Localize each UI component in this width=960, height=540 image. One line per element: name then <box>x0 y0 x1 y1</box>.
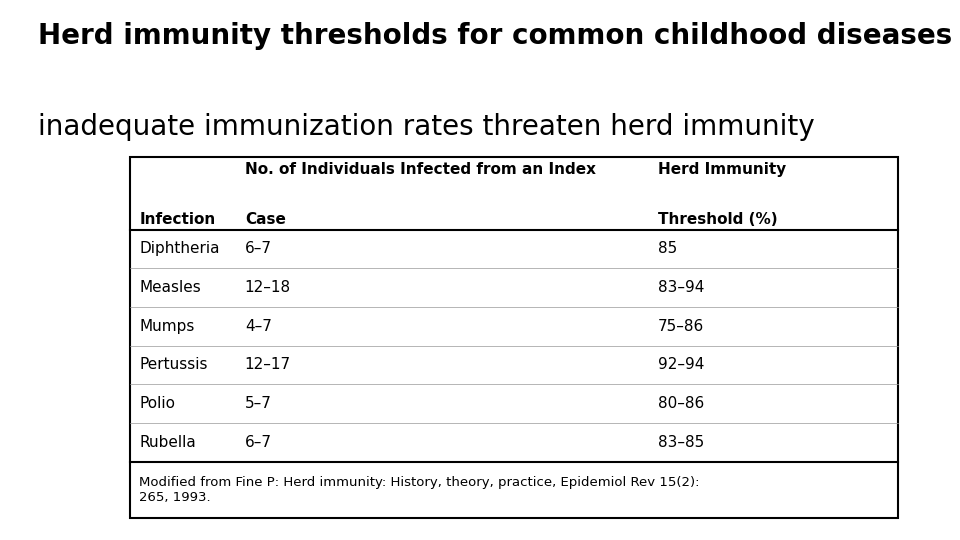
Text: 80–86: 80–86 <box>658 396 704 411</box>
Text: inadequate immunization rates threaten herd immunity: inadequate immunization rates threaten h… <box>38 113 815 141</box>
Text: Rubella: Rubella <box>139 435 196 450</box>
Text: Measles: Measles <box>139 280 201 295</box>
Text: No. of Individuals Infected from an Index: No. of Individuals Infected from an Inde… <box>245 162 596 177</box>
Text: Infection: Infection <box>139 212 215 227</box>
Text: Polio: Polio <box>139 396 175 411</box>
Text: Threshold (%): Threshold (%) <box>658 212 778 227</box>
Text: Modified from Fine P: Herd immunity: History, theory, practice, Epidemiol Rev 15: Modified from Fine P: Herd immunity: His… <box>139 476 700 504</box>
Text: Diphtheria: Diphtheria <box>139 241 220 256</box>
Text: Case: Case <box>245 212 286 227</box>
Text: 12–18: 12–18 <box>245 280 291 295</box>
Text: 83–85: 83–85 <box>658 435 704 450</box>
Text: 4–7: 4–7 <box>245 319 272 334</box>
Text: 12–17: 12–17 <box>245 357 291 373</box>
Text: 6–7: 6–7 <box>245 241 272 256</box>
Text: 6–7: 6–7 <box>245 435 272 450</box>
Text: Herd immunity thresholds for common childhood diseases: Herd immunity thresholds for common chil… <box>38 22 952 50</box>
Bar <box>130 157 898 518</box>
Text: 85: 85 <box>658 241 677 256</box>
Text: 83–94: 83–94 <box>658 280 704 295</box>
Text: Herd Immunity: Herd Immunity <box>658 162 786 177</box>
Text: 92–94: 92–94 <box>658 357 704 373</box>
Text: Pertussis: Pertussis <box>139 357 207 373</box>
Text: Mumps: Mumps <box>139 319 195 334</box>
Text: 75–86: 75–86 <box>658 319 704 334</box>
Text: 5–7: 5–7 <box>245 396 272 411</box>
